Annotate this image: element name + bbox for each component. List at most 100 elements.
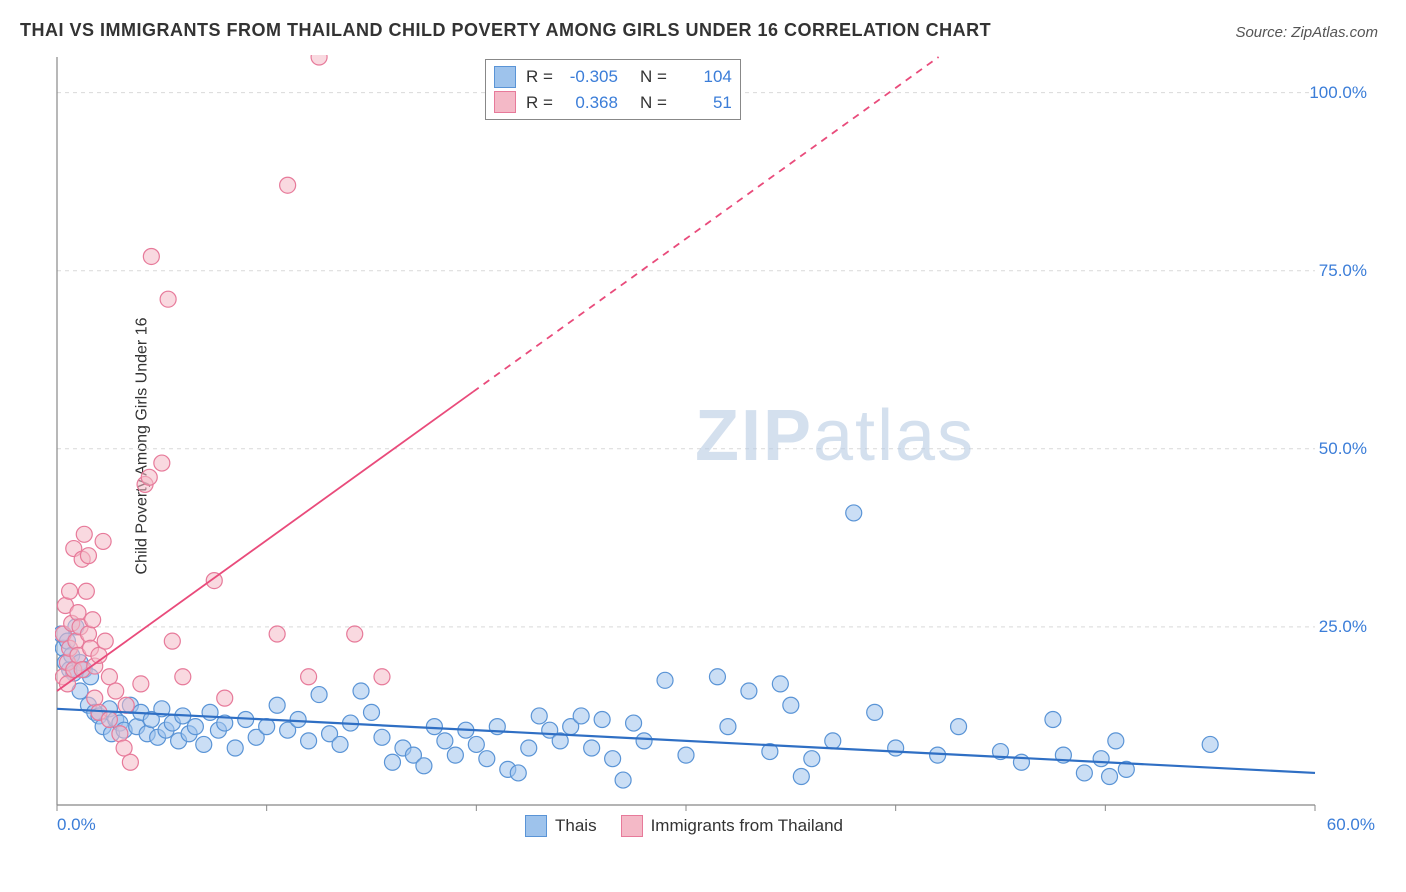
data-point (301, 669, 317, 685)
data-point (1202, 736, 1218, 752)
r-label: R = (526, 64, 553, 90)
data-point (62, 583, 78, 599)
data-point (332, 736, 348, 752)
data-point (353, 683, 369, 699)
stats-row: R = 0.368 N = 51 (494, 90, 732, 116)
data-point (101, 669, 117, 685)
y-tick-label: 100.0% (1309, 83, 1367, 103)
data-point (1108, 733, 1124, 749)
data-point (347, 626, 363, 642)
r-value: -0.305 (563, 64, 618, 90)
data-point (636, 733, 652, 749)
data-point (154, 455, 170, 471)
data-point (259, 719, 275, 735)
data-point (122, 754, 138, 770)
data-point (164, 633, 180, 649)
data-point (426, 719, 442, 735)
data-point (311, 687, 327, 703)
legend-item: Immigrants from Thailand (621, 815, 843, 837)
y-tick-label: 75.0% (1319, 261, 1367, 281)
data-point (80, 548, 96, 564)
data-point (741, 683, 757, 699)
data-point (783, 697, 799, 713)
n-label: N = (640, 64, 667, 90)
data-point (678, 747, 694, 763)
source-label: Source: ZipAtlas.com (1235, 24, 1378, 41)
data-point (709, 669, 725, 685)
data-point (269, 626, 285, 642)
data-point (867, 704, 883, 720)
data-point (374, 729, 390, 745)
data-point (116, 740, 132, 756)
scatter-chart (55, 55, 1385, 835)
legend-label: Immigrants from Thailand (651, 816, 843, 836)
data-point (804, 751, 820, 767)
data-point (133, 676, 149, 692)
data-point (112, 726, 128, 742)
n-value: 104 (677, 64, 732, 90)
data-point (374, 669, 390, 685)
data-point (615, 772, 631, 788)
data-point (657, 672, 673, 688)
legend-swatch (621, 815, 643, 837)
data-point (584, 740, 600, 756)
data-point (87, 690, 103, 706)
data-point (626, 715, 642, 731)
data-point (1076, 765, 1092, 781)
data-point (521, 740, 537, 756)
data-point (437, 733, 453, 749)
chart-title: THAI VS IMMIGRANTS FROM THAILAND CHILD P… (20, 20, 991, 41)
data-point (108, 683, 124, 699)
data-point (301, 733, 317, 749)
data-point (384, 754, 400, 770)
r-value: 0.368 (563, 90, 618, 116)
data-point (594, 712, 610, 728)
data-point (118, 697, 134, 713)
data-point (78, 583, 94, 599)
data-point (196, 736, 212, 752)
data-point (227, 740, 243, 756)
data-point (217, 690, 233, 706)
data-point (846, 505, 862, 521)
data-point (95, 533, 111, 549)
y-tick-label: 50.0% (1319, 439, 1367, 459)
data-point (160, 291, 176, 307)
plot-area: ZIPatlas R =-0.305N =104R =0.368N =51 25… (55, 55, 1385, 835)
data-point (311, 55, 327, 65)
data-point (187, 719, 203, 735)
data-point (1093, 751, 1109, 767)
x-tick-label: 60.0% (1327, 815, 1375, 835)
data-point (269, 697, 285, 713)
data-point (720, 719, 736, 735)
series-legend: Thais Immigrants from Thailand (525, 815, 843, 837)
n-label: N = (640, 90, 667, 116)
x-tick-label: 0.0% (57, 815, 96, 835)
data-point (825, 733, 841, 749)
data-point (175, 669, 191, 685)
data-point (479, 751, 495, 767)
stats-row: R = -0.305 N = 104 (494, 64, 732, 90)
data-point (888, 740, 904, 756)
data-point (793, 769, 809, 785)
legend-swatch (525, 815, 547, 837)
data-point (573, 708, 589, 724)
data-point (101, 712, 117, 728)
data-point (141, 469, 157, 485)
data-point (772, 676, 788, 692)
series-swatch (494, 66, 516, 88)
data-point (143, 248, 159, 264)
r-label: R = (526, 90, 553, 116)
data-point (951, 719, 967, 735)
data-point (416, 758, 432, 774)
data-point (930, 747, 946, 763)
legend-item: Thais (525, 815, 597, 837)
data-point (364, 704, 380, 720)
legend-label: Thais (555, 816, 597, 836)
data-point (76, 526, 92, 542)
n-value: 51 (677, 90, 732, 116)
data-point (290, 712, 306, 728)
data-point (1045, 712, 1061, 728)
correlation-stats-box: R = -0.305 N = 104 R = 0.368 N = 51 (485, 59, 741, 120)
data-point (80, 626, 96, 642)
data-point (97, 633, 113, 649)
